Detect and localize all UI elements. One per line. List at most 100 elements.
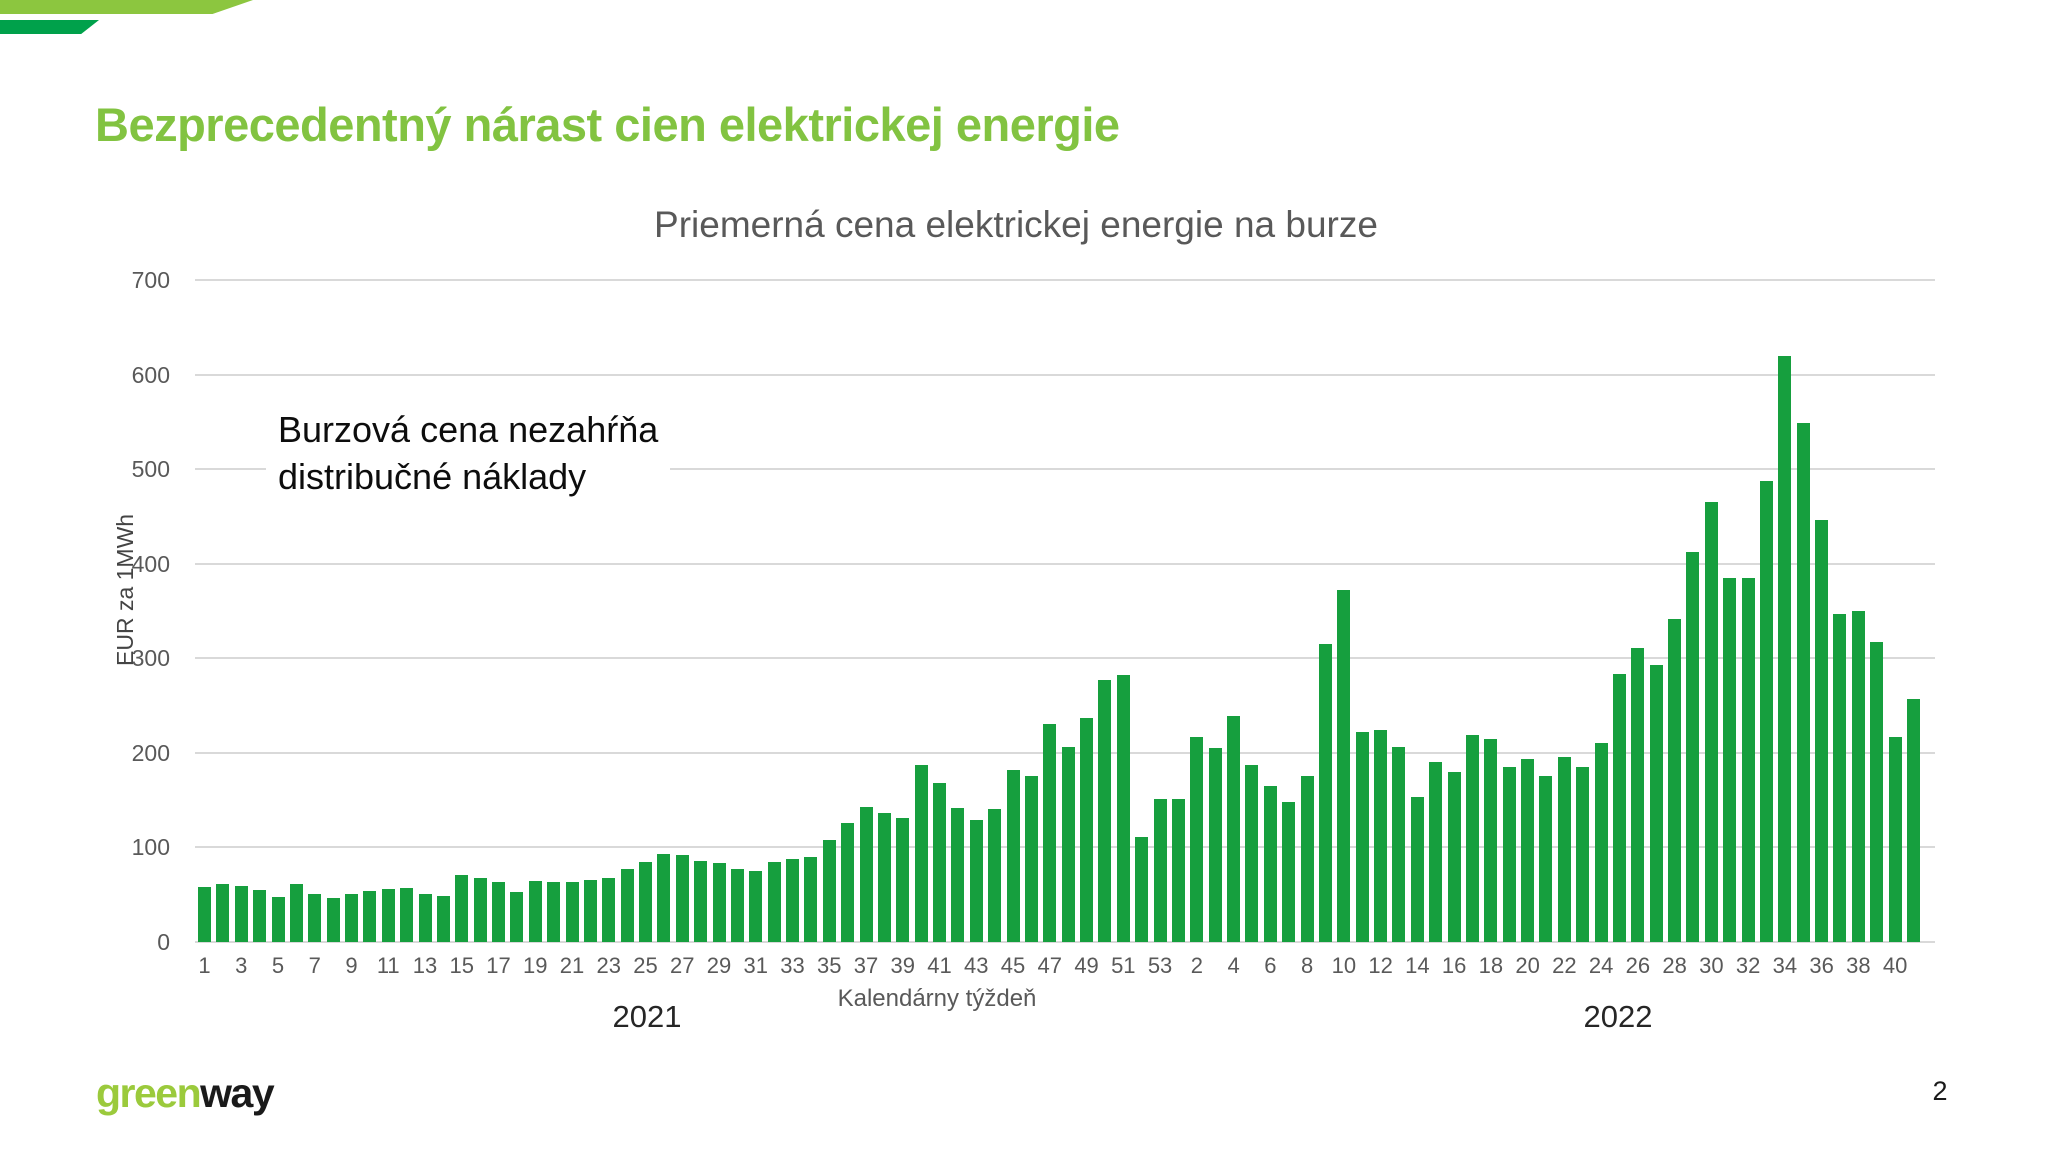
x-tick-label-2021-w15: 15 xyxy=(449,953,474,978)
page-number: 2 xyxy=(1932,1076,1948,1106)
bar-2021-w34 xyxy=(804,857,818,942)
bar-2021-w48 xyxy=(1061,747,1075,942)
x-tick-label-2021-w5: 5 xyxy=(271,953,285,978)
bar-2021-w36 xyxy=(841,823,855,942)
x-tick-label-2022-w36: 36 xyxy=(1809,953,1834,978)
bar-2021-w39 xyxy=(896,818,910,942)
bar-2021-w52 xyxy=(1135,837,1149,942)
bar-2022-w36 xyxy=(1815,520,1829,942)
x-tick-label-2021-w43: 43 xyxy=(964,953,989,978)
bar-2022-w34 xyxy=(1778,356,1792,942)
bar-2022-w28 xyxy=(1668,619,1682,942)
slide-title: Bezprecedentný nárast cien elektrickej e… xyxy=(95,98,1120,152)
x-tick-label-2022-w16: 16 xyxy=(1441,953,1467,978)
x-tick-label-2022-w24: 24 xyxy=(1588,953,1614,978)
bar-2022-w7 xyxy=(1282,802,1296,942)
x-tick-label-2021-w23: 23 xyxy=(596,953,621,978)
chart-annotation: Burzová cena nezahŕňa distribučné náklad… xyxy=(266,404,671,506)
year-label-2022: 2022 xyxy=(1583,999,1653,1034)
bar-2022-w11 xyxy=(1355,732,1369,942)
bar-2022-w41 xyxy=(1907,699,1920,942)
bar-2021-w28 xyxy=(694,861,708,942)
bar-2022-w29 xyxy=(1686,552,1700,942)
x-tick-label-2021-w25: 25 xyxy=(633,953,658,978)
bar-2022-w22 xyxy=(1557,757,1571,942)
bar-2021-w20 xyxy=(547,882,561,942)
bar-2022-w38 xyxy=(1851,611,1865,942)
logo-text-green: green xyxy=(96,1070,202,1116)
bar-2021-w47 xyxy=(1043,724,1057,942)
bar-2021-w12 xyxy=(400,888,414,942)
bar-2021-w18 xyxy=(510,892,524,942)
y-tick-label: 600 xyxy=(131,361,170,388)
bar-2021-w8 xyxy=(326,898,340,942)
bar-2022-w25 xyxy=(1612,674,1626,942)
x-tick-label-2021-w27: 27 xyxy=(670,953,695,978)
gridline-500 xyxy=(195,468,1935,471)
bar-2021-w10 xyxy=(363,891,377,942)
bar-2022-w2 xyxy=(1190,737,1204,942)
bar-2022-w12 xyxy=(1374,730,1388,942)
y-tick-label: 300 xyxy=(131,645,170,672)
bar-2021-w9 xyxy=(345,894,358,942)
year-label-2021: 2021 xyxy=(612,999,682,1034)
bar-2022-w27 xyxy=(1649,665,1663,942)
bar-2022-w31 xyxy=(1723,578,1737,942)
logo-text-way: way xyxy=(200,1070,275,1116)
bar-2022-w33 xyxy=(1759,481,1773,942)
x-tick-label-2021-w45: 45 xyxy=(1000,953,1026,978)
bar-2021-w50 xyxy=(1098,680,1112,942)
bar-2021-w5 xyxy=(271,897,285,942)
x-tick-label-2021-w49: 49 xyxy=(1074,953,1099,978)
bar-2021-w33 xyxy=(786,859,800,942)
y-tick-label: 100 xyxy=(131,834,170,861)
x-tick-label-2021-w51: 51 xyxy=(1111,953,1136,978)
bar-2021-w44 xyxy=(988,809,1002,942)
bar-2022-w14 xyxy=(1410,797,1424,942)
x-tick-label-2021-w31: 31 xyxy=(743,953,769,978)
x-tick-label-2022-w26: 26 xyxy=(1625,953,1651,978)
bar-2022-w20 xyxy=(1521,759,1535,942)
top-left-accent-bar-dark xyxy=(0,20,99,34)
bar-2022-w19 xyxy=(1502,767,1516,942)
bar-2022-w21 xyxy=(1539,776,1553,942)
bar-2021-w38 xyxy=(877,813,891,942)
annotation-line-1: Burzová cena nezahŕňa xyxy=(278,409,659,450)
bar-2021-w2 xyxy=(216,884,230,942)
bar-2022-w39 xyxy=(1870,642,1884,942)
gridline-700 xyxy=(195,279,1935,281)
bar-2021-w45 xyxy=(1006,770,1020,942)
bar-2022-w26 xyxy=(1631,648,1645,942)
y-tick-label: 700 xyxy=(131,267,170,293)
bar-2021-w32 xyxy=(767,862,781,942)
bar-2022-w13 xyxy=(1392,747,1406,942)
x-tick-label-2021-w11: 11 xyxy=(376,953,400,978)
chart-title: Priemerná cena elektrickej energie na bu… xyxy=(654,204,1378,245)
top-left-accent-bar-light xyxy=(0,0,253,14)
bar-2021-w26 xyxy=(657,854,671,942)
bar-2021-w43 xyxy=(969,820,983,942)
x-tick-label-2022-w28: 28 xyxy=(1662,953,1687,978)
x-tick-label-2021-w35: 35 xyxy=(817,953,842,978)
x-tick-label-2021-w9: 9 xyxy=(345,953,358,978)
bar-series xyxy=(198,280,1920,942)
plot-area xyxy=(195,279,1935,943)
bar-2021-w42 xyxy=(951,808,965,942)
x-tick-label-2022-w2: 2 xyxy=(1190,953,1203,978)
bar-2021-w41 xyxy=(933,783,947,942)
x-axis-title: Kalendárny týždeň xyxy=(837,985,1037,1012)
bar-2022-w1 xyxy=(1171,799,1185,942)
x-tick-label-2021-w33: 33 xyxy=(780,953,805,978)
gridline-0 xyxy=(195,941,1935,943)
x-tick-label-2021-w19: 19 xyxy=(523,953,548,978)
x-tick-label-2022-w22: 22 xyxy=(1552,953,1577,978)
bar-2021-w37 xyxy=(859,807,873,942)
bar-2022-w17 xyxy=(1465,735,1479,942)
bar-2021-w14 xyxy=(436,896,450,942)
bar-2022-w18 xyxy=(1484,739,1498,942)
x-tick-label-2022-w38: 38 xyxy=(1846,953,1871,978)
x-tick-label-2022-w6: 6 xyxy=(1264,953,1277,978)
bar-2022-w5 xyxy=(1245,765,1259,942)
x-tick-label-2021-w37: 37 xyxy=(853,953,879,978)
